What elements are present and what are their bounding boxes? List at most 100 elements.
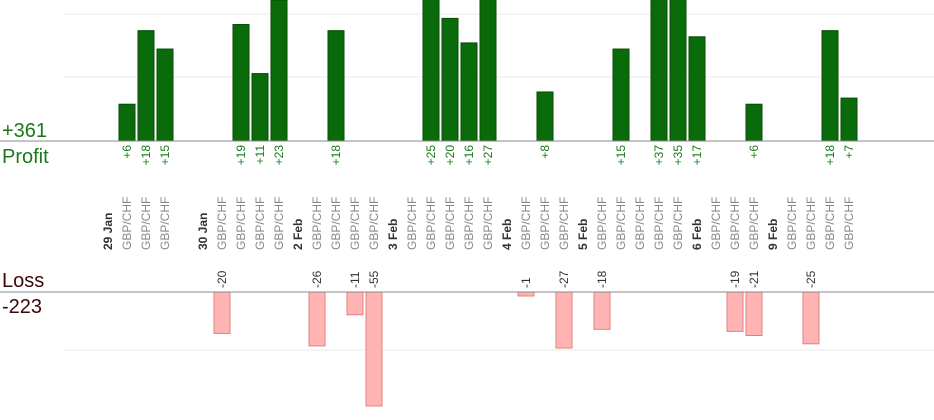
pair-label: GBP/CHF: [424, 197, 438, 250]
grid-layer: [64, 13, 934, 351]
loss-value-label: -21: [747, 270, 761, 288]
loss-label: Loss: [2, 270, 44, 292]
profit-bar: [441, 17, 459, 142]
profit-value-label: +18: [329, 145, 343, 166]
date-label: 9 Feb: [766, 219, 780, 250]
pair-label: GBP/CHF: [538, 197, 552, 250]
loss-bars: -20 -26 -11 -55 -1 -27 -18 -19 -21 -25: [213, 270, 820, 407]
pair-label: GBP/CHF: [671, 197, 685, 250]
loss-value-label: -20: [215, 270, 229, 288]
date-label: 29 Jan: [101, 213, 115, 250]
pair-label: GBP/CHF: [519, 197, 533, 250]
pair-label: GBP/CHF: [823, 197, 837, 250]
loss-bar: [593, 291, 611, 330]
profit-bar: [251, 73, 269, 142]
pair-label: GBP/CHF: [443, 197, 457, 250]
loss-bar: [802, 291, 820, 345]
profit-bar: [422, 0, 440, 142]
profit-bar: [270, 0, 288, 142]
loss-value-label: -55: [367, 270, 381, 288]
profit-bar: [669, 0, 687, 142]
loss-bar: [726, 291, 744, 332]
profit-value-label: +11: [253, 145, 267, 165]
profit-value-label: +23: [272, 145, 286, 166]
pair-label: GBP/CHF: [804, 197, 818, 250]
profit-value-label: +15: [158, 145, 172, 166]
loss-value-label: -19: [728, 270, 742, 288]
profit-bar: [156, 48, 174, 142]
profit-bars: +6 +18 +15 +19 +11 +23 +18 +25 +20 +16 +27 +8 +15 +37…: [118, 0, 858, 166]
loss-value-label: -26: [310, 270, 324, 288]
loss-value-label: -1: [519, 277, 533, 288]
profit-bar: [536, 91, 554, 142]
loss-bar: [365, 291, 383, 407]
date-label: 5 Feb: [576, 219, 590, 250]
profit-label: Profit: [2, 146, 49, 168]
pair-label: GBP/CHF: [272, 197, 286, 250]
profit-bar: [650, 0, 668, 142]
pair-label: GBP/CHF: [253, 197, 267, 250]
pair-label: GBP/CHF: [367, 197, 381, 250]
pair-label: GBP/CHF: [215, 197, 229, 250]
profit-bar: [688, 36, 706, 142]
profit-value-label: +16: [462, 145, 476, 166]
date-label: 3 Feb: [386, 219, 400, 250]
profit-value-label: +25: [424, 145, 438, 166]
profit-bar: [118, 103, 136, 142]
profit-value-label: +7: [842, 145, 856, 159]
date-label: 4 Feb: [500, 219, 514, 250]
profit-value-label: +27: [481, 145, 495, 166]
pair-label: GBP/CHF: [329, 197, 343, 250]
profit-value-label: +18: [823, 145, 837, 166]
pair-label: GBP/CHF: [310, 197, 324, 250]
profit-bar: [327, 30, 345, 142]
profit-value-label: +6: [120, 145, 134, 159]
pair-label: GBP/CHF: [747, 197, 761, 250]
pair-label: GBP/CHF: [139, 197, 153, 250]
profit-bar: [460, 42, 478, 142]
date-label: 30 Jan: [196, 213, 210, 250]
profit-value-label: +37: [652, 145, 666, 166]
pair-label: GBP/CHF: [120, 197, 134, 250]
pair-label: GBP/CHF: [614, 197, 628, 250]
pair-label: GBP/CHF: [842, 197, 856, 250]
loss-value-label: -18: [595, 270, 609, 288]
pair-label: GBP/CHF: [234, 197, 248, 250]
profit-value-label: +8: [538, 145, 552, 159]
profit-value-label: +18: [139, 145, 153, 166]
pair-label: GBP/CHF: [348, 197, 362, 250]
profit-bar: [821, 30, 839, 142]
date-label: 2 Feb: [291, 219, 305, 250]
pair-label: GBP/CHF: [728, 197, 742, 250]
pair-label: GBP/CHF: [405, 197, 419, 250]
pair-label: GBP/CHF: [481, 197, 495, 250]
loss-bar: [517, 291, 535, 297]
loss-total: -223: [2, 296, 42, 318]
pair-label: GBP/CHF: [785, 197, 799, 250]
profit-bar: [137, 30, 155, 142]
loss-bar: [308, 291, 326, 347]
pair-label: GBP/CHF: [557, 197, 571, 250]
pair-label: GBP/CHF: [462, 197, 476, 250]
pair-label: GBP/CHF: [652, 197, 666, 250]
profit-bar: [612, 48, 630, 142]
profit-value-label: +20: [443, 145, 457, 166]
loss-bar: [346, 291, 364, 316]
loss-value-label: -11: [348, 271, 362, 288]
profit-bar: [840, 97, 858, 142]
profit-value-label: +6: [747, 145, 761, 159]
profit-value-label: +19: [234, 145, 248, 166]
category-labels: 29 Jan GBP/CHF GBP/CHF GBP/CHF 30 Jan GBP/CHF…: [101, 197, 856, 250]
profit-bar: [232, 24, 250, 142]
pair-label: GBP/CHF: [709, 197, 723, 250]
profit-value-label: +15: [614, 145, 628, 166]
profit-value-label: +17: [690, 145, 704, 166]
loss-bar: [555, 291, 573, 349]
pair-label: GBP/CHF: [158, 197, 172, 250]
profit-bar: [745, 103, 763, 142]
pair-label: GBP/CHF: [595, 197, 609, 250]
loss-value-label: -25: [804, 270, 818, 288]
pair-label: GBP/CHF: [633, 197, 647, 250]
profit-bar: [479, 0, 497, 142]
